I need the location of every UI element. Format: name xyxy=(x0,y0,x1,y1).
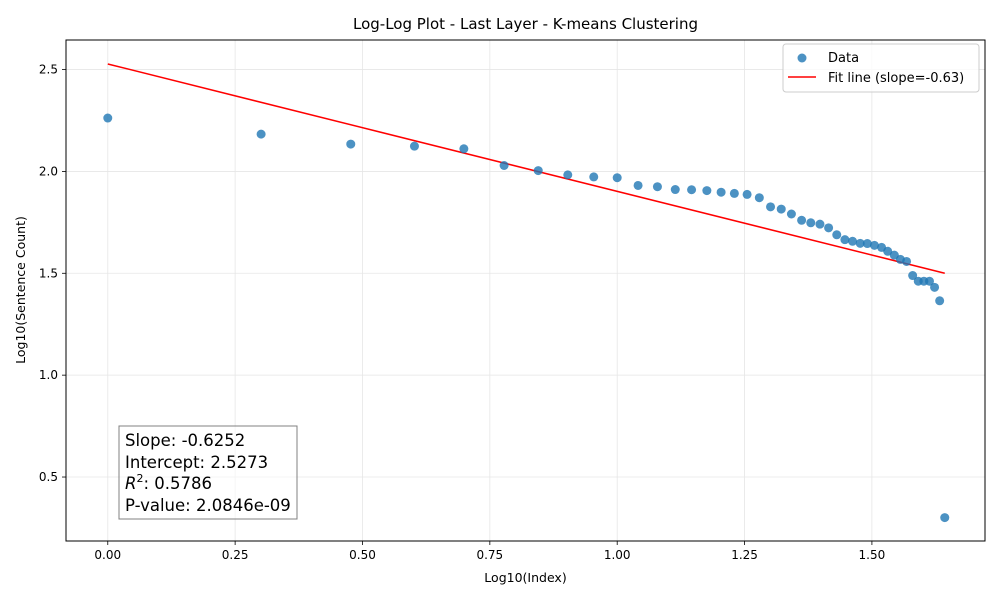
data-point xyxy=(729,188,739,198)
data-point xyxy=(855,238,865,248)
legend-frame xyxy=(782,43,980,93)
y-tick-label: 1.0 xyxy=(39,368,58,382)
x-axis-label: Log10(Index) xyxy=(484,570,566,585)
data-point xyxy=(409,141,419,151)
data-point xyxy=(346,139,356,149)
chart-title: Log-Log Plot - Last Layer - K-means Clus… xyxy=(353,15,698,33)
data-point xyxy=(766,202,776,212)
data-point xyxy=(940,513,950,523)
data-point xyxy=(103,113,113,123)
data-point xyxy=(832,230,842,240)
legend-fit-label: Fit line (slope=-0.63) xyxy=(828,71,964,86)
x-tick-label: 1.00 xyxy=(604,548,631,562)
data-point xyxy=(776,204,786,214)
stats-r-squared: R2: 0.5786 xyxy=(125,472,212,493)
data-points xyxy=(103,113,950,523)
data-point xyxy=(716,187,726,197)
data-point xyxy=(924,276,934,286)
legend-data-label: Data xyxy=(828,51,859,66)
x-tick-label: 1.25 xyxy=(731,548,758,562)
data-point xyxy=(702,186,712,196)
plot-frame xyxy=(65,39,986,542)
y-tick-label: 0.5 xyxy=(39,470,58,484)
data-point xyxy=(499,161,509,171)
y-tick-label: 1.5 xyxy=(39,266,58,280)
data-point xyxy=(786,209,796,219)
data-point xyxy=(633,180,643,190)
y-axis-label: Log10(Sentence Count) xyxy=(13,216,28,364)
data-point xyxy=(815,219,825,229)
data-point xyxy=(902,256,912,266)
data-point xyxy=(754,193,764,203)
data-point xyxy=(908,271,918,281)
data-point xyxy=(862,239,872,249)
data-point xyxy=(742,189,752,199)
fit-line xyxy=(107,63,945,274)
x-tick-label: 0.75 xyxy=(476,548,503,562)
legend: Data Fit line (slope=-0.63) xyxy=(782,43,980,93)
stats-box: Slope: -0.6252 Intercept: 2.5273 R2: 0.5… xyxy=(118,425,298,520)
data-point xyxy=(869,240,879,250)
x-tick-label: 1.50 xyxy=(859,548,886,562)
legend-data-marker xyxy=(797,53,807,63)
data-point xyxy=(797,215,807,225)
data-point xyxy=(848,236,858,246)
y-tick-label: 2.0 xyxy=(39,164,58,178)
x-tick-label: 0.00 xyxy=(94,548,121,562)
data-point xyxy=(459,144,469,154)
fit-line-layer xyxy=(107,63,945,274)
y-tick-label: 2.5 xyxy=(39,63,58,77)
x-tick-label: 0.25 xyxy=(222,548,249,562)
stats-pvalue: P-value: 2.0846e-09 xyxy=(125,496,291,515)
data-point xyxy=(806,218,816,228)
stats-slope: Slope: -0.6252 xyxy=(125,431,245,450)
data-point xyxy=(840,235,850,245)
data-point xyxy=(563,170,573,180)
data-point xyxy=(589,172,599,182)
data-point xyxy=(687,185,697,195)
data-point xyxy=(935,296,945,306)
x-axis-ticks: 0.00 0.25 0.50 0.75 1.00 1.25 1.50 xyxy=(94,541,885,562)
data-point xyxy=(883,246,893,256)
data-point xyxy=(930,282,940,292)
stats-intercept: Intercept: 2.5273 xyxy=(125,453,268,472)
data-point xyxy=(256,129,266,139)
data-point xyxy=(652,182,662,192)
data-point xyxy=(612,173,622,183)
x-tick-label: 0.50 xyxy=(349,548,376,562)
data-point xyxy=(824,223,834,233)
data-point xyxy=(533,166,543,176)
stats-box-frame xyxy=(118,425,298,520)
y-axis-ticks: 0.5 1.0 1.5 2.0 2.5 xyxy=(39,63,66,484)
data-point xyxy=(670,185,680,195)
